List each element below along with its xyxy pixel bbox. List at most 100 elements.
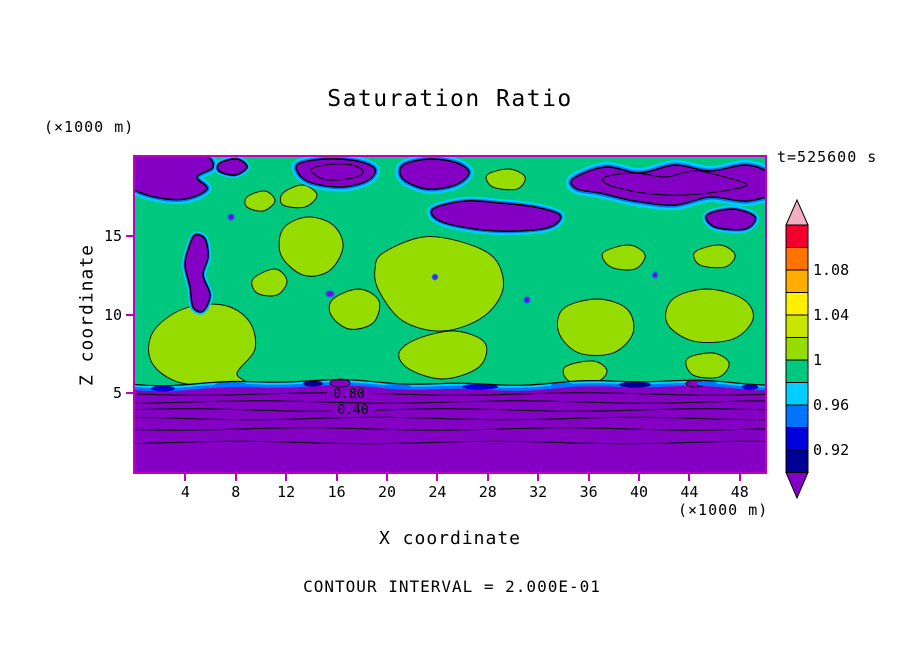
supersaturated-patch <box>556 298 635 356</box>
colorbar-segment <box>785 359 809 383</box>
contour-label-mask <box>327 388 371 400</box>
boundary-blue-blob <box>619 381 651 388</box>
supersaturated-patch <box>485 168 526 191</box>
y-tick-mark <box>126 392 133 395</box>
boundary-blue-blob <box>303 380 323 387</box>
colorbar-tick-label: 0.96 <box>813 396 850 414</box>
colorbar-tick-label: 0.92 <box>813 441 850 459</box>
chart-title: Saturation Ratio <box>327 86 573 112</box>
subsaturated-blob <box>135 157 215 201</box>
contour-interval-label: CONTOUR INTERVAL = 2.000E-01 <box>303 577 601 596</box>
subsaturated-speck <box>325 290 335 298</box>
supersaturated-patch <box>693 244 736 269</box>
x-tick-mark <box>638 474 640 481</box>
x-axis-label: X coordinate <box>378 528 522 549</box>
x-tick-label: 4 <box>180 483 190 501</box>
x-tick-mark <box>335 474 338 481</box>
contour-label-mask <box>331 404 375 416</box>
dry-boundary-layer: 0.800.40 <box>135 378 765 472</box>
boundary-blue-blob <box>215 381 247 387</box>
x-tick-label: 32 <box>529 483 548 501</box>
dry-layer-fill <box>135 385 765 472</box>
x-tick-label: 24 <box>428 483 447 501</box>
colorbar-segment <box>785 224 809 248</box>
x-tick-mark <box>234 474 237 481</box>
contour-field: 0.800.40 <box>135 157 765 472</box>
colorbar-segment <box>785 314 809 338</box>
boundary-blue-blob <box>742 384 758 391</box>
subsaturated-blob <box>430 200 562 232</box>
supersaturated-patch <box>148 303 257 387</box>
colorbar-segment <box>785 247 809 271</box>
subsaturated-blob <box>184 233 211 313</box>
subsaturated-speck <box>651 271 659 279</box>
y-axis-unit-label: (×1000 m) <box>44 118 135 136</box>
colorbar-segment <box>785 382 809 406</box>
y-tick-label: 5 <box>112 384 122 403</box>
x-tick-mark <box>285 474 288 481</box>
x-tick-mark <box>386 474 388 481</box>
subsaturated-speck <box>227 213 235 221</box>
y-tick-label: 10 <box>103 305 122 324</box>
colorbar-tick-label: 1.04 <box>813 306 850 324</box>
colorbar-segment <box>785 427 809 451</box>
blob-inner-contour <box>310 163 364 181</box>
y-tick-mark <box>126 234 133 237</box>
time-annotation: t=525600 s <box>777 148 878 166</box>
colorbar-segment <box>785 404 809 428</box>
boundary-blue-blob <box>462 383 498 390</box>
supersaturated-patch <box>685 352 730 379</box>
colorbar <box>785 198 809 500</box>
supersaturated-patch <box>244 190 276 212</box>
supersaturated-patch <box>278 216 344 277</box>
colorbar-tick-label: 1 <box>813 351 823 369</box>
supersaturated-patch <box>374 236 504 332</box>
colorbar-arrow-up <box>785 198 809 226</box>
x-tick-label: 44 <box>680 483 699 501</box>
y-tick-mark <box>126 313 133 316</box>
subsaturated-speck <box>523 296 531 304</box>
boundary-blue-blob <box>151 385 175 392</box>
subsaturated-blob <box>216 158 248 176</box>
x-tick-mark <box>587 474 590 481</box>
x-tick-mark <box>688 474 691 481</box>
line-contour <box>135 427 765 431</box>
boundary-contour-line <box>135 378 765 387</box>
colorbar-tick-label: 1.08 <box>813 261 850 279</box>
x-axis-unit-label: (×1000 m) <box>678 501 769 519</box>
colorbar-segment <box>785 337 809 361</box>
x-tick-label: 8 <box>231 483 241 501</box>
supersaturated-patch <box>665 288 754 343</box>
x-tick-mark <box>738 474 741 481</box>
colorbar-segment <box>785 292 809 316</box>
supersaturated-patch <box>562 360 608 385</box>
subsaturated-blob <box>399 158 470 190</box>
colorbar-segment <box>785 449 809 473</box>
line-contour <box>135 392 765 396</box>
x-tick-label: 16 <box>327 483 346 501</box>
x-tick-label: 28 <box>478 483 497 501</box>
subsaturated-blobs <box>135 157 765 315</box>
x-tick-label: 12 <box>277 483 296 501</box>
blob-inner-contour <box>602 170 748 196</box>
supersaturated-patch <box>398 330 488 380</box>
contour-line-label: 0.80 <box>333 387 364 402</box>
y-tick-label: 15 <box>103 226 122 245</box>
x-tick-label: 48 <box>730 483 749 501</box>
supersaturated-patch <box>328 288 381 330</box>
x-tick-label: 40 <box>629 483 649 501</box>
x-tick-label: 20 <box>377 483 397 501</box>
x-tick-mark <box>537 474 540 481</box>
x-tick-mark <box>184 474 187 481</box>
line-contour <box>135 440 765 445</box>
x-tick-label: 36 <box>579 483 598 501</box>
line-contour <box>135 400 765 404</box>
subsaturated-speck <box>431 273 439 281</box>
supersaturated-patch <box>279 184 318 209</box>
plot-area <box>133 155 767 474</box>
line-contour <box>135 416 765 421</box>
x-tick-mark <box>436 474 439 481</box>
boundary-blue-blob <box>551 382 575 388</box>
boundary-blue-blob <box>697 380 717 386</box>
